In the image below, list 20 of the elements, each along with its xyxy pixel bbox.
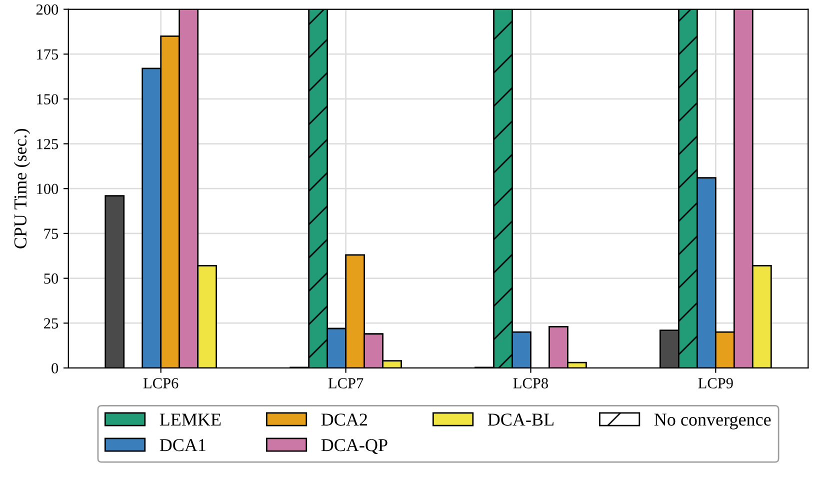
- legend-label: DCA2: [321, 414, 367, 426]
- y-tick-label: 125: [37, 138, 58, 150]
- legend-label: DCA1: [160, 439, 206, 452]
- y-axis-title: CPU Time (sec.): [14, 128, 30, 248]
- legend-label: DCA-BL: [488, 414, 554, 426]
- x-tick-label: LCP9: [698, 378, 733, 388]
- text: No convergence: [654, 414, 771, 430]
- y-tick-label: 150: [37, 94, 58, 104]
- y-tick-label: 0: [52, 363, 58, 374]
- y-tick-label: 200: [36, 4, 58, 15]
- legend-label: LEMKE: [160, 414, 221, 426]
- x-tick-label: LCP8: [513, 378, 548, 388]
- y-tick-label: 25: [44, 318, 58, 329]
- x-tick-label: LCP6: [143, 378, 178, 388]
- y-tick-label: 175: [37, 49, 58, 60]
- legend-label: DCA-QP: [321, 439, 388, 454]
- y-tick-label: 50: [44, 273, 58, 284]
- x-tick-label: LCP7: [328, 378, 364, 388]
- y-tick-label: 75: [44, 228, 58, 239]
- y-tick-label: 100: [37, 184, 58, 194]
